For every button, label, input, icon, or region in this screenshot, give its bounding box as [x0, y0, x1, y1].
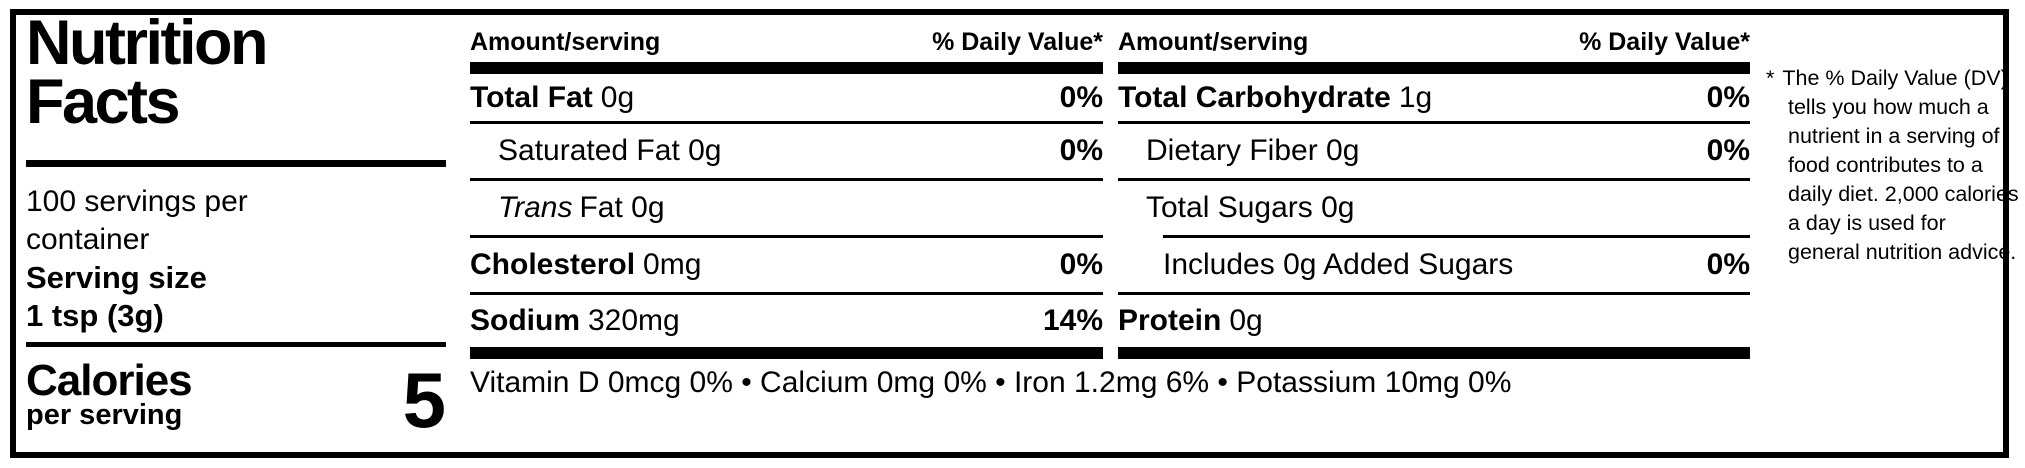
column2-header-amount: Amount/serving	[1118, 28, 1309, 56]
column2-bottom-bar	[1118, 347, 1750, 359]
row-cholesterol-dv: 0%	[1059, 248, 1103, 281]
row-cholesterol: Cholesterol 0mg 0%	[470, 235, 1103, 292]
calories-value: 5	[402, 356, 446, 444]
row-trans-fat: Trans Fat 0g	[470, 178, 1103, 235]
row-added-sugars-dv: 0%	[1706, 248, 1750, 281]
column2-header-dv: % Daily Value*	[1579, 28, 1750, 56]
column1-header-bar	[470, 62, 1103, 74]
row-dietary-fiber-dv: 0%	[1706, 134, 1750, 167]
calories-sublabel: per serving	[26, 399, 183, 431]
serving-size-label: Serving size	[26, 260, 207, 295]
row-total-fat-dv: 0%	[1059, 80, 1103, 114]
row-total-carbohydrate-label: Total Carbohydrate 1g	[1118, 80, 1433, 114]
amount-column-1: Amount/serving % Daily Value* Total Fat 0…	[470, 15, 1103, 359]
serving-size-value: 1 tsp (3g)	[26, 298, 164, 333]
calories-label: Calories	[26, 356, 193, 405]
row-total-fat: Total Fat 0g 0%	[470, 74, 1103, 121]
calories-label-block: Calories per serving	[26, 356, 193, 431]
calories-row: Calories per serving 5	[26, 356, 446, 444]
servings-per-container: 100 servings per container	[26, 185, 248, 256]
row-total-fat-label: Total Fat 0g	[470, 80, 635, 114]
daily-value-footnote: * The % Daily Value (DV) tells you how mu…	[1766, 64, 2022, 267]
row-total-carbohydrate: Total Carbohydrate 1g 0%	[1118, 74, 1750, 121]
row-protein: Protein 0g	[1118, 292, 1750, 347]
column1-header: Amount/serving % Daily Value*	[470, 15, 1103, 62]
title-divider-rule	[26, 160, 446, 167]
row-total-sugars-label: Total Sugars 0g	[1146, 191, 1355, 224]
row-sodium-label: Sodium 320mg	[470, 304, 680, 337]
row-saturated-fat-dv: 0%	[1059, 134, 1103, 167]
label-title-line2: Facts	[26, 67, 181, 137]
footnote-text: The % Daily Value (DV) tells you how muc…	[1782, 66, 2019, 264]
column2-header-bar	[1118, 62, 1750, 74]
column1-header-dv: % Daily Value*	[932, 28, 1103, 56]
label-left-column: Nutrition Facts 100 servings per contain…	[26, 8, 446, 444]
row-saturated-fat-label: Saturated Fat 0g	[498, 134, 722, 167]
serving-divider-rule	[26, 342, 446, 347]
amount-column-2: Amount/serving % Daily Value* Total Carb…	[1118, 15, 1750, 359]
row-saturated-fat: Saturated Fat 0g 0%	[470, 121, 1103, 178]
label-border	[10, 9, 2009, 458]
row-total-sugars: Total Sugars 0g	[1118, 178, 1750, 235]
row-total-carbohydrate-dv: 0%	[1706, 80, 1750, 114]
row-cholesterol-label: Cholesterol 0mg	[470, 248, 702, 281]
label-title-line1: Nutrition	[26, 8, 268, 78]
added-sugars-divider	[1163, 235, 1750, 238]
row-dietary-fiber: Dietary Fiber 0g 0%	[1118, 121, 1750, 178]
row-added-sugars-label: Includes 0g Added Sugars	[1163, 248, 1514, 281]
footnote-asterisk: *	[1766, 66, 1775, 90]
vitamins-minerals-line: Vitamin D 0mcg 0% • Calcium 0mg 0% • Iro…	[470, 366, 1512, 399]
row-added-sugars: Includes 0g Added Sugars 0%	[1118, 238, 1750, 292]
row-protein-label: Protein 0g	[1118, 304, 1263, 337]
row-trans-fat-label: Trans Fat 0g	[498, 191, 665, 224]
row-sodium-dv: 14%	[1042, 304, 1103, 337]
column1-bottom-bar	[470, 347, 1103, 359]
row-sodium: Sodium 320mg 14%	[470, 292, 1103, 347]
column2-header: Amount/serving % Daily Value*	[1118, 15, 1750, 62]
column1-header-amount: Amount/serving	[470, 28, 661, 56]
row-dietary-fiber-label: Dietary Fiber 0g	[1146, 134, 1360, 167]
